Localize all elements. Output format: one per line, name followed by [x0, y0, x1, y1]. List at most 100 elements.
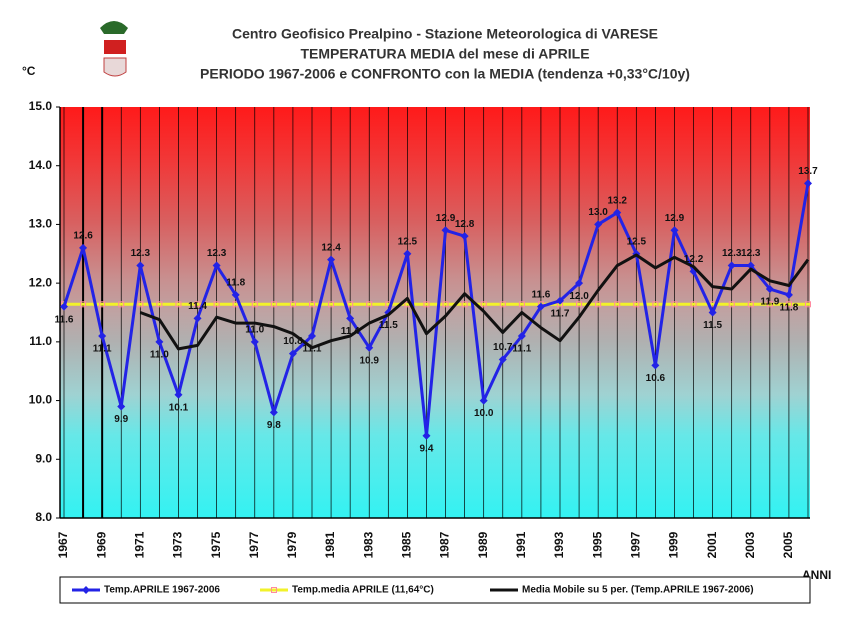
y-tick-label: 14.0 — [29, 158, 53, 172]
legend-swatch — [271, 587, 277, 593]
point-marker — [517, 331, 526, 340]
point-marker — [575, 279, 584, 288]
point-marker — [651, 361, 660, 370]
series-line — [62, 183, 810, 438]
data-label: 11.0 — [245, 324, 264, 335]
point-marker — [498, 355, 507, 364]
mean-marker — [270, 301, 277, 308]
point-marker — [670, 226, 679, 235]
data-label: 11.7 — [551, 308, 570, 319]
y-tick-label: 11.0 — [29, 334, 52, 348]
mean-marker — [499, 301, 506, 308]
data-label: 12.2 — [684, 254, 704, 265]
y-tick-label: 8.0 — [35, 510, 52, 524]
point-marker — [613, 208, 622, 217]
x-tick-label: 2003 — [743, 531, 757, 558]
y-tick-label: 15.0 — [29, 99, 53, 113]
mean-marker — [518, 301, 525, 308]
y-axis-label: °C — [22, 64, 36, 78]
legend — [59, 576, 811, 604]
data-label: 10.8 — [283, 336, 303, 347]
mean-marker — [461, 301, 468, 308]
data-label: 12.3 — [207, 248, 227, 259]
data-label: 10.7 — [493, 342, 513, 353]
data-label: 11.8 — [226, 278, 245, 289]
point-marker — [155, 337, 164, 346]
x-tick-label: 1995 — [590, 531, 604, 558]
mean-marker — [194, 301, 201, 308]
data-label: 11.6 — [55, 314, 74, 325]
point-marker — [346, 314, 355, 323]
x-tick-label: 1971 — [132, 531, 146, 558]
mean-marker — [328, 301, 335, 308]
mean-marker — [80, 301, 87, 308]
data-label: 13.7 — [798, 166, 818, 177]
mean-marker — [309, 301, 315, 308]
data-label: 10.9 — [359, 355, 379, 366]
mean-marker — [366, 301, 373, 308]
mean-marker — [595, 301, 602, 308]
x-tick-label: 1991 — [514, 531, 528, 558]
data-label: 11.8 — [779, 303, 798, 314]
data-label: 10.6 — [646, 373, 666, 384]
x-tick-label: 1989 — [476, 531, 490, 558]
data-label: 12.5 — [398, 236, 418, 247]
data-label: 12.0 — [569, 291, 589, 302]
x-tick-label: 2005 — [781, 531, 795, 558]
data-label: 11.4 — [188, 301, 207, 312]
point-marker — [441, 226, 450, 235]
data-label: 9.8 — [267, 420, 281, 431]
mean-marker — [137, 301, 144, 308]
point-marker — [536, 302, 545, 311]
data-label: 13.0 — [588, 207, 608, 218]
x-tick-label: 1993 — [552, 531, 566, 558]
x-tick-label: 2001 — [705, 531, 719, 558]
point-marker — [250, 337, 259, 346]
y-tick-label: 12.0 — [29, 275, 53, 289]
point-marker — [479, 396, 488, 405]
point-marker — [117, 402, 126, 411]
point-marker — [365, 343, 374, 352]
logo — [100, 21, 128, 77]
data-label: 12.3 — [741, 248, 761, 259]
x-tick-label: 1973 — [171, 531, 185, 558]
point-marker — [193, 314, 202, 323]
x-tick-label: 1987 — [438, 531, 452, 558]
mean-marker — [289, 301, 296, 308]
y-tick-label: 10.0 — [29, 393, 53, 407]
point-marker — [784, 290, 793, 299]
y-tick-label: 13.0 — [29, 217, 53, 231]
x-tick-label: 1981 — [323, 531, 337, 558]
x-tick-label: 1979 — [285, 531, 299, 558]
legend-label: Temp.APRILE 1967-2006 — [104, 585, 220, 596]
data-label: 12.6 — [73, 231, 93, 242]
point-marker — [746, 261, 755, 270]
point-marker — [708, 308, 717, 317]
plot-background — [60, 107, 810, 518]
data-label: 11.4 — [341, 326, 360, 337]
data-label: 10.1 — [169, 402, 189, 413]
mean-marker — [728, 301, 735, 308]
mean-marker — [423, 301, 430, 308]
mean-marker — [480, 301, 487, 308]
point-marker — [327, 255, 336, 264]
mean-marker — [614, 301, 621, 308]
point-marker — [308, 331, 316, 340]
mean-marker — [175, 301, 182, 308]
point-marker — [422, 431, 431, 440]
x-tick-label: 1999 — [667, 531, 681, 558]
chart-title: Centro Geofisico Prealpino - Stazione Me… — [232, 26, 658, 42]
data-label: 9.4 — [420, 443, 434, 454]
mean-marker — [785, 301, 792, 308]
legend-swatch — [82, 586, 90, 594]
point-marker — [60, 302, 68, 311]
x-tick-label: 1985 — [400, 531, 414, 558]
chart-subtitle: PERIODO 1967-2006 e CONFRONTO con la MED… — [200, 66, 690, 82]
legend-label: Temp.media APRILE (11,64°C) — [292, 585, 434, 596]
mean-marker — [576, 301, 583, 308]
point-marker — [556, 296, 564, 305]
mean-marker — [671, 301, 678, 308]
mean-marker — [442, 301, 449, 308]
x-tick-label: 1967 — [56, 531, 70, 558]
